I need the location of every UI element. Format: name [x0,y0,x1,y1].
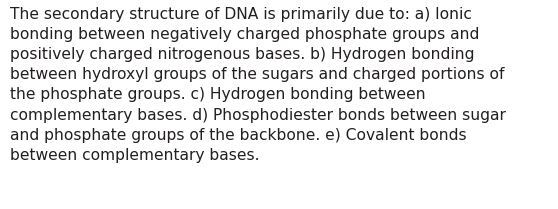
Text: The secondary structure of DNA is primarily due to: a) Ionic
bonding between neg: The secondary structure of DNA is primar… [10,7,506,163]
